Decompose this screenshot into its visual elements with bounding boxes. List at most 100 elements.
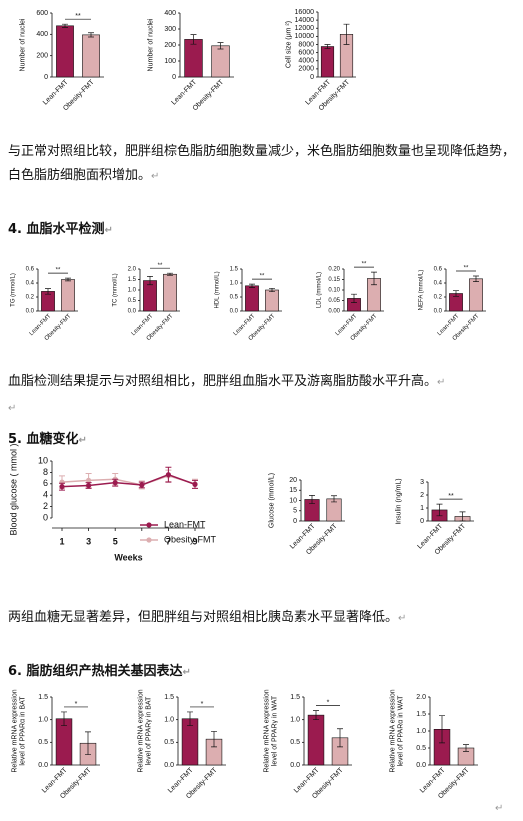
chart: 0.0 0.5 1.0 1.5 Relative mRNA expression leve… <box>263 689 352 800</box>
significance-label: ** <box>362 262 367 268</box>
y-axis-label: Blood glucose ( mmol ) <box>9 443 19 535</box>
y-tick-label: 20 <box>289 477 297 484</box>
y-tick-label: 10 <box>38 455 48 465</box>
y-tick-label: 2.0 <box>128 267 137 273</box>
blank-line: ↵ <box>8 396 516 421</box>
return-mark: ↵ <box>437 377 446 388</box>
y-tick-label: 0.10 <box>328 288 340 294</box>
return-mark: ↵ <box>78 435 87 446</box>
x-tick-label: 9 <box>192 536 197 546</box>
y-tick-label: 1.5 <box>128 277 137 283</box>
y-tick-label: 0.0 <box>290 762 300 769</box>
y-axis-label: Relative mRNA expression <box>389 689 396 772</box>
chart: 0.00.20.40.6TG (mmol/L)Lean-FMTObesity-F… <box>10 267 78 342</box>
point <box>59 484 65 490</box>
y-axis-label: level of PPARγ in WAT <box>271 695 278 766</box>
heading-text: 6. 脂肪组织产热相关基因表达 <box>8 664 183 679</box>
y-tick-label: 0.0 <box>38 762 48 769</box>
y-tick-label: 2 <box>420 492 424 499</box>
chart: 0.00.51.01.52.0TC (mmol/L)Lean-FMTObesit… <box>112 263 180 342</box>
y-axis-label: Relative mRNA expression <box>263 689 270 772</box>
significance-label: ** <box>464 266 469 272</box>
y-axis-label: Relative mRNA expression <box>11 689 18 772</box>
significance-label: ** <box>158 263 163 269</box>
y-tick-label: 15 <box>289 487 297 494</box>
y-tick-label: 1.5 <box>164 694 174 701</box>
y-tick-label: 0.2 <box>434 295 443 301</box>
y-axis-label: NEFA (mmol/L) <box>418 270 424 311</box>
error-bar <box>62 23 68 28</box>
error-bar <box>331 495 337 503</box>
y-axis-label: Number of nuclei <box>19 18 26 71</box>
significance-label: ** <box>448 493 454 500</box>
y-tick-label: 1.5 <box>38 694 48 701</box>
y-axis-label: level of PPARγ in BAT <box>145 696 152 765</box>
y-tick-label: 0.0 <box>128 309 137 315</box>
heading-text: 5. 血糖变化 <box>8 432 79 447</box>
error-bar <box>343 23 350 45</box>
return-mark: ↵ <box>182 667 191 678</box>
y-tick-label: 10 <box>289 497 297 504</box>
error-bar <box>249 283 255 288</box>
point <box>86 482 92 489</box>
y-tick-label: 0.4 <box>434 281 443 287</box>
bar <box>307 714 325 766</box>
y-tick-label: 0.0 <box>230 309 239 315</box>
bar <box>211 45 230 78</box>
point <box>165 472 171 478</box>
error-bar <box>309 495 315 504</box>
return-mark: ↵ <box>8 403 17 414</box>
y-tick-label: 1.0 <box>290 717 300 724</box>
y-tick-label: 0.0 <box>416 762 426 769</box>
significance-label: ** <box>56 268 61 274</box>
x-axis-label: Weeks <box>114 552 142 562</box>
y-tick-label: 0.5 <box>164 739 174 746</box>
y-tick-label: 0.20 <box>328 267 340 273</box>
legend-label: Lean-FMT <box>164 519 206 529</box>
heading: 4. 血脂水平检测↵ <box>8 218 113 237</box>
y-tick-label: 10000 <box>295 33 315 40</box>
chart: 0.0 0.5 1.0 1.5 2.0 Relative mRNA expression l… <box>389 689 478 800</box>
y-tick-label: 0.5 <box>128 298 137 304</box>
error-bar <box>147 276 153 286</box>
y-tick-label: 0.0 <box>164 762 174 769</box>
y-axis-label: LDL (mmol/L) <box>316 272 322 308</box>
y-tick-label: 0 <box>293 518 297 525</box>
y-tick-label: 3 <box>420 479 424 486</box>
y-axis-label: HDL (mmol/L) <box>214 271 220 308</box>
y-tick-label: 0.0 <box>434 309 443 315</box>
y-tick-label: 0.5 <box>230 295 239 301</box>
y-axis-label: level of PPARα in BAT <box>19 696 26 766</box>
return-mark: ↵ <box>398 613 407 624</box>
y-axis-label: TC (mmol/L) <box>112 273 118 306</box>
error-bar <box>439 715 445 744</box>
y-tick-label: 5 <box>293 508 297 515</box>
blank-line: ↵ <box>495 796 515 821</box>
return-mark: ↵ <box>495 803 504 814</box>
error-bar <box>313 710 319 721</box>
error-bar <box>61 711 67 726</box>
chart: 024 68 10 Blood glucose ( mmol ) 1 3 5 7 9 Weeks O… <box>9 443 217 562</box>
y-tick-label: 0 <box>172 74 176 81</box>
heading: 5. 血糖变化↵ <box>8 428 87 447</box>
significance-label: ** <box>260 274 265 280</box>
bar <box>265 289 279 312</box>
y-tick-label: 1.0 <box>128 288 137 294</box>
heading-text: 4. 血脂水平检测 <box>8 222 105 237</box>
y-tick-label: 14000 <box>295 17 315 24</box>
bar <box>56 25 74 78</box>
point <box>192 481 198 487</box>
y-tick-label: 0.2 <box>26 295 35 301</box>
bar <box>245 285 259 312</box>
bar <box>61 279 75 312</box>
y-tick-label: 2.0 <box>416 694 426 701</box>
y-axis-label: Number of nuclei <box>147 18 154 71</box>
error-bar <box>463 744 469 752</box>
